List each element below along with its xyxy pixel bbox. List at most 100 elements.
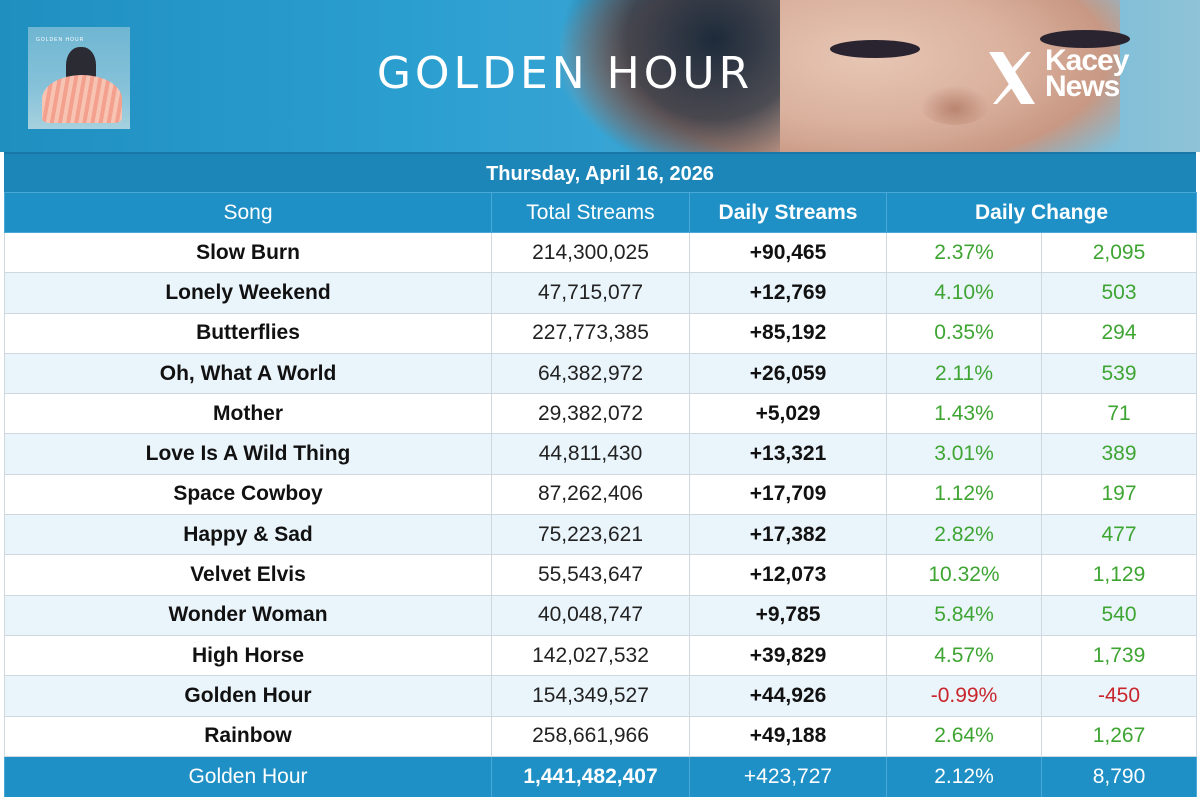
album-cover-fan <box>42 75 122 123</box>
song-name: Wonder Woman <box>4 594 492 636</box>
song-name: Slow Burn <box>4 231 492 274</box>
daily-change-percent: 4.10% <box>886 272 1042 314</box>
column-header-daily-change: Daily Change <box>885 192 1198 233</box>
table-row: Happy & Sad 75,223,621 +17,382 2.82% 477 <box>4 514 1198 556</box>
daily-streams: +17,709 <box>689 473 887 516</box>
song-name: High Horse <box>4 634 492 677</box>
album-cover-caption: GOLDEN HOUR <box>36 37 85 43</box>
daily-change-percent: 10.32% <box>886 554 1042 596</box>
song-name: Mother <box>4 393 492 435</box>
daily-streams: +85,192 <box>689 312 887 354</box>
daily-streams: +49,188 <box>689 715 887 757</box>
daily-change-value: -450 <box>1040 675 1198 717</box>
daily-streams: +12,769 <box>689 272 887 314</box>
song-name: Rainbow <box>4 715 492 757</box>
table-row: Wonder Woman 40,048,747 +9,785 5.84% 540 <box>4 594 1198 636</box>
total-streams: 40,048,747 <box>491 594 690 636</box>
streams-table: Song Total Streams Daily Streams Daily C… <box>4 192 1198 797</box>
table-row: Mother 29,382,072 +5,029 1.43% 71 <box>4 393 1198 435</box>
daily-change-value: 477 <box>1040 514 1198 556</box>
total-streams: 258,661,966 <box>491 715 690 757</box>
daily-change-value: 540 <box>1040 594 1198 636</box>
daily-change-percent: 3.01% <box>886 433 1042 475</box>
table-row: Butterflies 227,773,385 +85,192 0.35% 294 <box>4 312 1198 354</box>
total-streams: 29,382,072 <box>491 393 690 435</box>
daily-change-value: 539 <box>1040 352 1198 395</box>
total-streams: 154,349,527 <box>491 675 690 717</box>
daily-change-value: 503 <box>1040 272 1198 314</box>
total-streams: 214,300,025 <box>491 231 690 274</box>
banner-photo-eye-left <box>830 40 920 58</box>
table-row: Space Cowboy 87,262,406 +17,709 1.12% 197 <box>4 473 1198 516</box>
header-banner: GOLDEN HOUR GOLDEN HOUR Kacey News <box>0 0 1200 152</box>
daily-change-percent: -0.99% <box>886 675 1042 717</box>
brand-line-2: News <box>1045 70 1120 103</box>
brand-line-1: Kacey <box>1045 44 1129 77</box>
daily-change-value: 1,129 <box>1040 554 1198 596</box>
song-name: Happy & Sad <box>4 514 492 556</box>
daily-change-percent: 2.64% <box>886 715 1042 757</box>
column-header-total-streams: Total Streams <box>491 192 690 233</box>
daily-streams: +13,321 <box>689 433 887 475</box>
table-row: Velvet Elvis 55,543,647 +12,073 10.32% 1,129 <box>4 554 1198 596</box>
table-row: Lonely Weekend 47,715,077 +12,769 4.10% 503 <box>4 272 1198 314</box>
song-name: Golden Hour <box>4 675 492 717</box>
song-name: Oh, What A World <box>4 352 492 395</box>
column-header-daily-streams: Daily Streams <box>689 192 887 233</box>
daily-streams: +90,465 <box>689 231 887 274</box>
daily-change-value: 1,739 <box>1040 634 1198 677</box>
total-streams: 47,715,077 <box>491 272 690 314</box>
daily-change-percent: 2.82% <box>886 514 1042 556</box>
table-row: Oh, What A World 64,382,972 +26,059 2.11% 53… <box>4 352 1198 395</box>
table-body: Slow Burn 214,300,025 +90,465 2.37% 2,095 Lon… <box>4 231 1198 757</box>
table-row: Slow Burn 214,300,025 +90,465 2.37% 2,095 <box>4 231 1198 274</box>
daily-streams: +17,382 <box>689 514 887 556</box>
total-streams: 142,027,532 <box>491 634 690 677</box>
footer-daily-change-value: 8,790 <box>1040 755 1198 797</box>
daily-change-value: 389 <box>1040 433 1198 475</box>
brand-text: Kacey News <box>1045 44 1129 103</box>
table-row: High Horse 142,027,532 +39,829 4.57% 1,739 <box>4 634 1198 677</box>
daily-change-value: 71 <box>1040 393 1198 435</box>
album-cover: GOLDEN HOUR <box>28 27 130 129</box>
daily-change-percent: 1.43% <box>886 393 1042 435</box>
banner-title: GOLDEN HOUR <box>376 48 754 99</box>
footer-daily-streams: +423,727 <box>689 755 887 797</box>
footer-total-streams: 1,441,482,407 <box>491 755 690 797</box>
table-footer-row: Golden Hour 1,441,482,407 +423,727 2.12%… <box>4 755 1198 797</box>
daily-change-value: 1,267 <box>1040 715 1198 757</box>
daily-change-value: 2,095 <box>1040 231 1198 274</box>
daily-streams: +5,029 <box>689 393 887 435</box>
column-header-song: Song <box>4 192 492 233</box>
song-name: Velvet Elvis <box>4 554 492 596</box>
song-name: Butterflies <box>4 312 492 354</box>
banner-photo-nose <box>920 85 990 125</box>
song-name: Lonely Weekend <box>4 272 492 314</box>
total-streams: 227,773,385 <box>491 312 690 354</box>
daily-change-percent: 2.11% <box>886 352 1042 395</box>
banner-photo-hair <box>560 0 780 152</box>
table-header-row: Song Total Streams Daily Streams Daily C… <box>4 192 1198 233</box>
daily-change-percent: 1.12% <box>886 473 1042 516</box>
table-row: Rainbow 258,661,966 +49,188 2.64% 1,267 <box>4 715 1198 757</box>
daily-change-value: 197 <box>1040 473 1198 516</box>
daily-streams: +12,073 <box>689 554 887 596</box>
x-logo-icon <box>989 52 1035 104</box>
brand-logo: Kacey News <box>985 44 1145 108</box>
total-streams: 75,223,621 <box>491 514 690 556</box>
date-bar: Thursday, April 16, 2026 <box>4 152 1196 192</box>
footer-album: Golden Hour <box>4 755 492 797</box>
daily-streams: +44,926 <box>689 675 887 717</box>
daily-streams: +9,785 <box>689 594 887 636</box>
daily-change-percent: 0.35% <box>886 312 1042 354</box>
song-name: Love Is A Wild Thing <box>4 433 492 475</box>
daily-change-percent: 5.84% <box>886 594 1042 636</box>
song-name: Space Cowboy <box>4 473 492 516</box>
daily-change-percent: 4.57% <box>886 634 1042 677</box>
footer-daily-change-percent: 2.12% <box>886 755 1042 797</box>
daily-change-value: 294 <box>1040 312 1198 354</box>
total-streams: 55,543,647 <box>491 554 690 596</box>
total-streams: 64,382,972 <box>491 352 690 395</box>
daily-streams: +26,059 <box>689 352 887 395</box>
table-row: Love Is A Wild Thing 44,811,430 +13,321 3.0… <box>4 433 1198 475</box>
